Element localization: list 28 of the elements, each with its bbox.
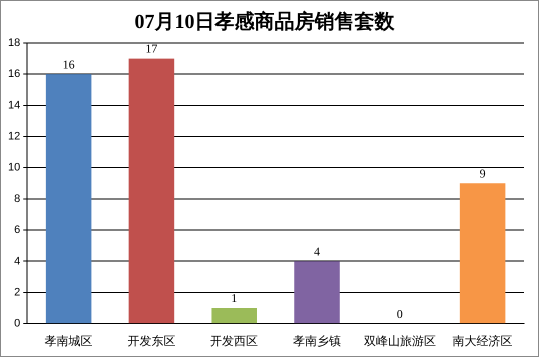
chart-title: 07月10日孝感商品房销售套数 [134,10,396,34]
bar [294,261,340,324]
x-tick-label: 孝南乡镇 [293,334,342,348]
bar [46,74,92,324]
y-tick-label: 14 [8,99,20,112]
data-label: 9 [480,166,486,180]
y-tick-label: 12 [8,130,20,143]
bar [211,308,257,324]
bar [460,183,506,324]
y-tick-label: 4 [14,255,20,268]
data-label: 4 [314,244,320,258]
y-tick-label: 10 [8,162,20,174]
y-tick-label: 0 [14,318,20,330]
y-tick-label: 6 [14,224,20,236]
data-label: 1 [231,291,238,306]
y-tick-label: 18 [8,37,20,50]
y-tick-label: 8 [14,192,20,205]
x-tick-label: 开发东区 [127,334,176,348]
y-tick-label: 16 [8,68,20,80]
x-tick-label: 开发西区 [210,334,258,348]
y-tick-label: 2 [14,286,20,298]
data-label: 17 [145,42,158,56]
x-tick-label: 双峰山旅游区 [364,334,436,348]
data-label: 0 [396,306,403,321]
x-tick-label: 南大经济区 [452,334,513,348]
bar [128,58,174,324]
data-label: 16 [62,57,75,72]
x-tick-label: 孝南城区 [44,334,93,348]
